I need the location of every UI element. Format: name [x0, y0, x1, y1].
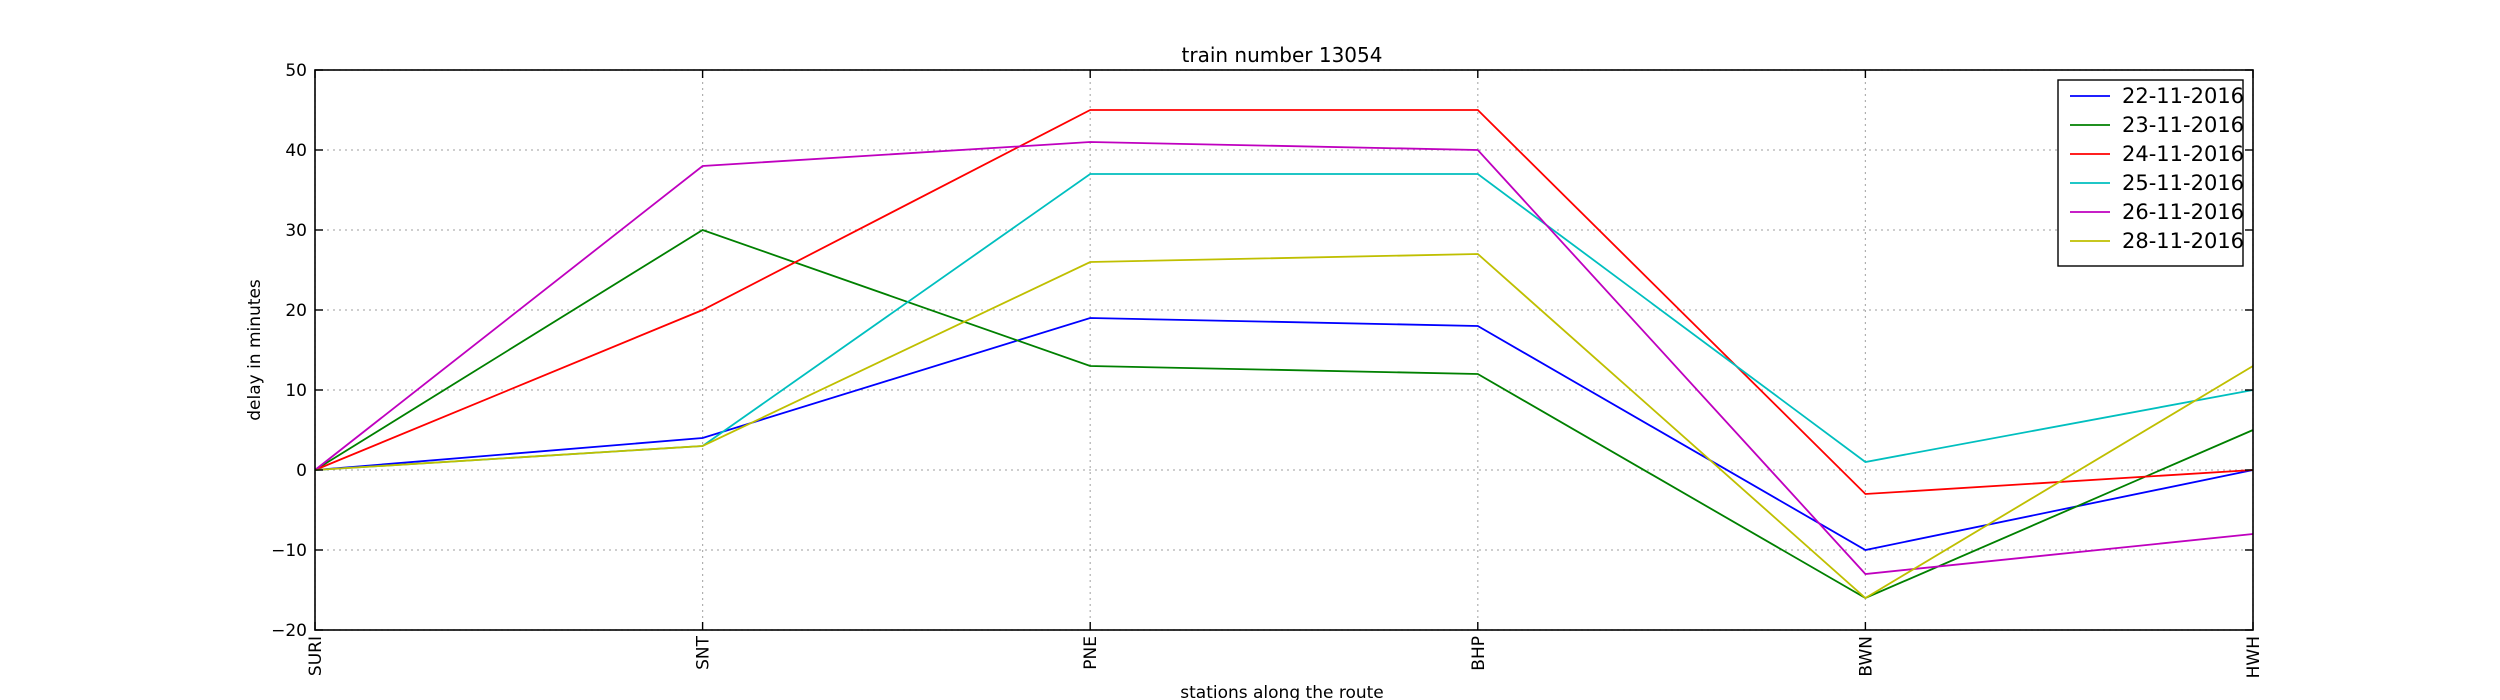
- legend-label: 24-11-2016: [2122, 142, 2244, 166]
- x-tick-label: BHP: [1469, 636, 1489, 671]
- y-tick-label: 40: [285, 141, 307, 161]
- legend-label: 26-11-2016: [2122, 200, 2244, 224]
- series-line: [314, 317, 2254, 551]
- x-tick-label: BWN: [1856, 636, 1876, 677]
- series-line: [314, 141, 2254, 575]
- legend-label: 28-11-2016: [2122, 229, 2244, 253]
- y-tick-label: 50: [285, 61, 307, 81]
- y-axis-label: delay in minutes: [245, 279, 265, 421]
- y-tick-label: 0: [296, 461, 307, 481]
- y-tick-label: 20: [285, 301, 307, 321]
- y-tick-label: −20: [271, 621, 307, 641]
- plot-frame: [314, 69, 2254, 631]
- chart-title: train number 13054: [1182, 43, 1383, 67]
- y-tick-label: 10: [285, 381, 307, 401]
- x-axis-ticks: SURI SNT PNE BHP BWN HWH: [306, 70, 2264, 678]
- legend-label: 23-11-2016: [2122, 113, 2244, 137]
- series-lines: [314, 109, 2254, 600]
- legend-label: 22-11-2016: [2122, 84, 2244, 108]
- series-line: [314, 229, 2254, 600]
- x-tick-label: PNE: [1081, 636, 1101, 670]
- legend-box: [2057, 79, 2244, 267]
- series-line: [314, 109, 2254, 495]
- series-line: [314, 253, 2254, 600]
- legend: 22-11-2016 23-11-2016 24-11-2016 25-11-2016…: [2057, 79, 2244, 267]
- x-axis-label: stations along the route: [1180, 683, 1384, 700]
- x-tick-label: HWH: [2244, 636, 2264, 678]
- x-tick-label: SNT: [694, 635, 714, 670]
- x-tick-label: SURI: [306, 636, 326, 676]
- legend-label: 25-11-2016: [2122, 171, 2244, 195]
- y-tick-label: −10: [271, 541, 307, 561]
- y-axis-ticks: −20 −10 0 10 20 30 40 50: [271, 61, 2253, 641]
- y-tick-label: 30: [285, 221, 307, 241]
